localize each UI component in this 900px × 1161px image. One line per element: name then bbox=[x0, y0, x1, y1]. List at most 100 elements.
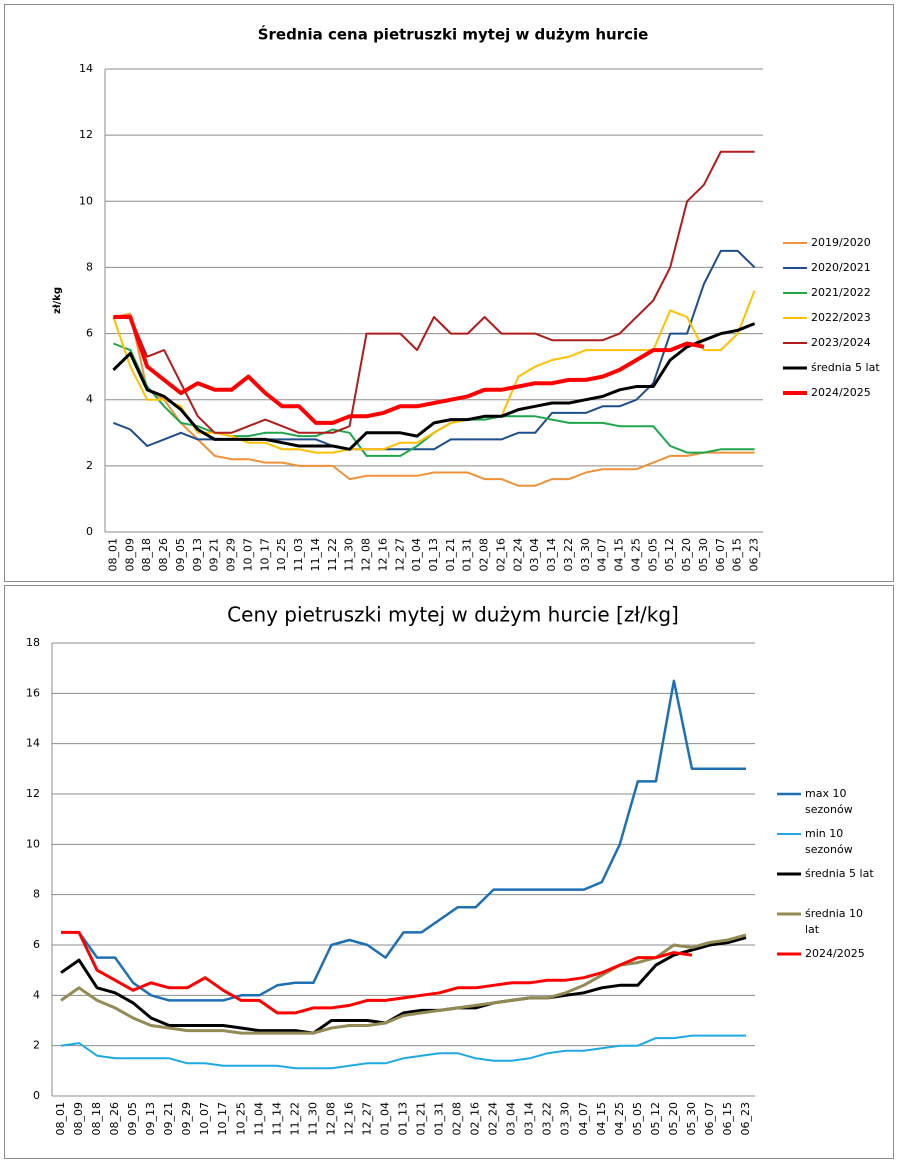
chart-title: Średnia cena pietruszki mytej w dużym hu… bbox=[258, 25, 649, 44]
y-tick-label: 14 bbox=[79, 62, 93, 75]
series-line bbox=[112, 322, 756, 451]
x-tick-label: 06_15 bbox=[721, 1102, 734, 1136]
x-tick-label: 05_20 bbox=[680, 538, 693, 572]
chart-panel: Średnia cena pietruszki mytej w dużym hu… bbox=[4, 4, 894, 582]
chart: Ceny pietruszki mytej w dużym hurcie [zł… bbox=[26, 603, 801, 1136]
x-tick-label: 04_15 bbox=[613, 538, 626, 572]
x-tick-label: 06_07 bbox=[703, 1102, 716, 1136]
x-tick-label: 02_16 bbox=[469, 1102, 482, 1136]
x-tick-label: 10_07 bbox=[198, 1102, 211, 1136]
x-tick-label: 08_18 bbox=[140, 538, 153, 572]
y-tick-label: 2 bbox=[33, 1039, 40, 1052]
x-tick-label: 12_16 bbox=[376, 538, 389, 572]
x-tick-label: 04_07 bbox=[577, 1102, 590, 1136]
x-tick-label: 10_17 bbox=[258, 538, 271, 572]
x-tick-label: 11_14 bbox=[309, 538, 322, 572]
x-tick-label: 09_13 bbox=[191, 538, 204, 572]
x-tick-label: 11_04 bbox=[252, 1102, 265, 1136]
x-tick-label: 10_07 bbox=[241, 538, 254, 572]
x-tick-label: 03_14 bbox=[523, 1102, 536, 1136]
legend-label: 2020/2021 bbox=[811, 261, 871, 274]
series-line bbox=[112, 290, 756, 454]
x-tick-label: 12_16 bbox=[342, 1102, 355, 1136]
x-tick-label: 08_18 bbox=[90, 1102, 103, 1136]
legend-label: średnia 5 lat bbox=[811, 361, 880, 374]
series-line bbox=[113, 315, 705, 425]
x-tick-label: 10_25 bbox=[275, 538, 288, 572]
legend-label: 2023/2024 bbox=[811, 336, 871, 349]
x-tick-label: 02_08 bbox=[478, 538, 491, 572]
x-tick-label: 11_22 bbox=[288, 1102, 301, 1136]
y-tick-label: 4 bbox=[86, 393, 93, 406]
y-tick-label: 12 bbox=[79, 128, 93, 141]
y-axis-label: zł/kg bbox=[52, 287, 63, 314]
x-tick-label: 09_21 bbox=[162, 1102, 175, 1136]
x-tick-label: 11_30 bbox=[306, 1102, 319, 1136]
x-tick-label: 02_08 bbox=[451, 1102, 464, 1136]
x-tick-label: 09_21 bbox=[208, 538, 221, 572]
x-tick-label: 01_31 bbox=[433, 1102, 446, 1136]
x-tick-label: 08_26 bbox=[157, 538, 170, 572]
legend-label: 2021/2022 bbox=[811, 286, 871, 299]
x-tick-label: 11_22 bbox=[326, 538, 339, 572]
series-line bbox=[113, 150, 755, 434]
x-tick-label: 08_26 bbox=[108, 1102, 121, 1136]
y-tick-label: 18 bbox=[26, 636, 40, 649]
x-tick-label: 04_25 bbox=[629, 538, 642, 572]
x-tick-label: 03_22 bbox=[541, 1102, 554, 1136]
x-tick-label: 09_29 bbox=[225, 538, 238, 572]
x-tick-label: 10_25 bbox=[234, 1102, 247, 1136]
x-tick-label: 01_21 bbox=[415, 1102, 428, 1136]
legend-label: 2022/2023 bbox=[811, 311, 871, 324]
x-tick-label: 01_13 bbox=[427, 538, 440, 572]
series-line bbox=[60, 936, 747, 1035]
x-tick-label: 05_12 bbox=[649, 1102, 662, 1136]
x-tick-label: 04_25 bbox=[613, 1102, 626, 1136]
x-tick-label: 04_07 bbox=[596, 538, 609, 572]
y-tick-label: 0 bbox=[86, 525, 93, 538]
x-tick-label: 05_30 bbox=[685, 1102, 698, 1136]
x-tick-label: 11_03 bbox=[292, 538, 305, 572]
x-tick-label: 12_27 bbox=[393, 538, 406, 572]
x-tick-label: 09_29 bbox=[180, 1102, 193, 1136]
y-tick-label: 6 bbox=[33, 938, 40, 951]
y-tick-label: 10 bbox=[79, 194, 93, 207]
x-tick-label: 01_31 bbox=[461, 538, 474, 572]
legend-label: średnia 10 lat bbox=[805, 907, 864, 936]
chart-title: Ceny pietruszki mytej w dużym hurcie [zł… bbox=[227, 603, 679, 627]
series-line bbox=[113, 312, 755, 487]
x-tick-label: 05_12 bbox=[663, 538, 676, 572]
x-tick-label: 01_13 bbox=[397, 1102, 410, 1136]
x-tick-label: 05_30 bbox=[697, 538, 710, 572]
x-tick-label: 12_27 bbox=[360, 1102, 373, 1136]
x-tick-label: 06_23 bbox=[748, 538, 761, 572]
x-tick-label: 12_08 bbox=[324, 1102, 337, 1136]
x-tick-label: 09_05 bbox=[126, 1102, 139, 1136]
x-tick-label: 03_14 bbox=[545, 538, 558, 572]
x-tick-label: 05_05 bbox=[631, 1102, 644, 1136]
x-tick-label: 02_24 bbox=[511, 538, 524, 572]
y-tick-label: 4 bbox=[33, 988, 40, 1001]
x-tick-label: 08_09 bbox=[72, 1102, 85, 1136]
x-tick-label: 11_30 bbox=[343, 538, 356, 572]
series-line bbox=[61, 930, 693, 1015]
x-tick-label: 06_23 bbox=[739, 1102, 752, 1136]
legend-label: min 10 sezonów bbox=[805, 827, 853, 856]
series-line bbox=[60, 933, 747, 1035]
legend-label: max 10 sezonów bbox=[805, 787, 853, 816]
x-tick-label: 01_04 bbox=[378, 1102, 391, 1136]
x-tick-label: 02_16 bbox=[494, 538, 507, 572]
y-tick-label: 6 bbox=[86, 327, 93, 340]
y-tick-label: 2 bbox=[86, 459, 93, 472]
y-tick-label: 8 bbox=[86, 260, 93, 273]
x-tick-label: 04_15 bbox=[595, 1102, 608, 1136]
chart-panel: Ceny pietruszki mytej w dużym hurcie [zł… bbox=[4, 585, 894, 1159]
x-tick-label: 05_05 bbox=[646, 538, 659, 572]
x-tick-label: 03_30 bbox=[559, 1102, 572, 1136]
y-tick-label: 14 bbox=[26, 737, 40, 750]
legend-label: 2019/2020 bbox=[811, 236, 871, 249]
x-tick-label: 08_09 bbox=[123, 538, 136, 572]
series-line bbox=[60, 1034, 746, 1070]
x-tick-label: 03_04 bbox=[528, 538, 541, 572]
